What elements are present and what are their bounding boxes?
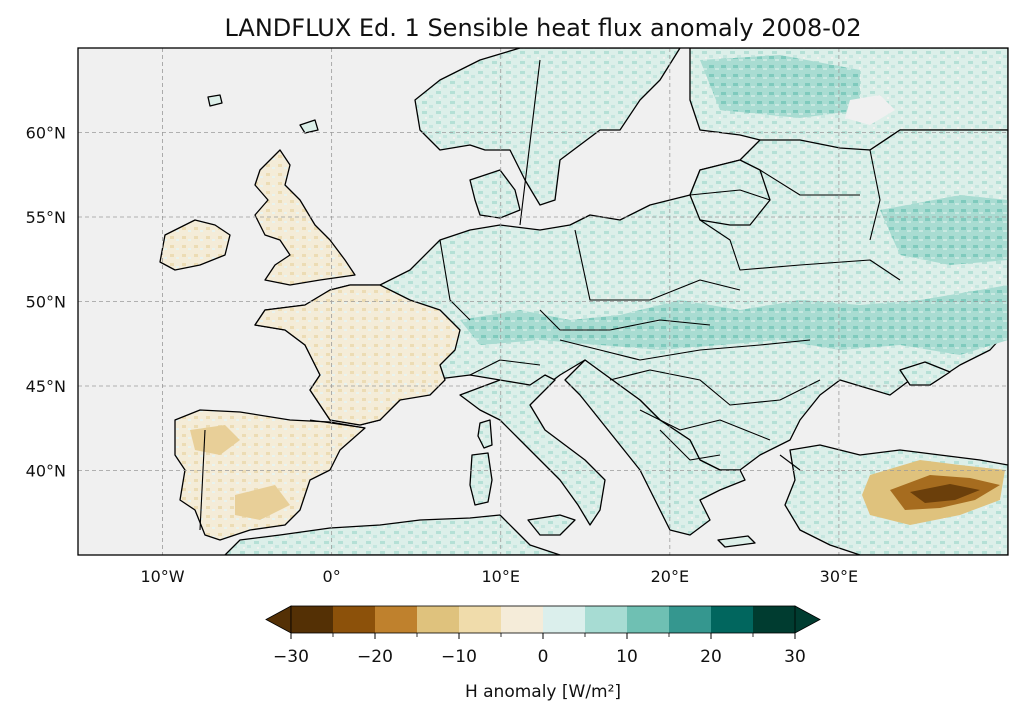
ireland: [159, 219, 231, 271]
longitude-tick-labels: 10°W 0° 10°E 20°E 30°E: [140, 567, 858, 586]
lon-tick-label: 10°E: [481, 567, 519, 586]
faroe: [207, 94, 223, 107]
colorbar-tick-label: −10: [441, 647, 477, 667]
anomaly-iberia-south: [235, 485, 290, 520]
orkney: [299, 119, 319, 134]
anomaly-patch-north: [700, 55, 860, 118]
anomaly-iberia: [190, 425, 240, 455]
latitude-tick-labels: 40°N 45°N 50°N 55°N 60°N: [26, 124, 66, 481]
gridlines: [78, 48, 1008, 555]
lat-tick-label: 45°N: [26, 377, 66, 396]
colorbar-tick-label: −30: [273, 647, 309, 667]
lat-tick-label: 55°N: [26, 208, 66, 227]
denmark: [469, 169, 521, 219]
scandinavia: [414, 48, 681, 206]
colorbar-tick-label: 0: [538, 647, 549, 667]
colorbar-tick-label: 10: [616, 647, 638, 667]
sardinia: [469, 452, 493, 506]
colorbar-segment: [417, 606, 460, 633]
lon-tick-label: 20°E: [651, 567, 689, 586]
lat-tick-label: 50°N: [26, 293, 66, 312]
corsica: [477, 419, 493, 449]
colorbar-tick-label: 20: [700, 647, 722, 667]
lat-tick-label: 60°N: [26, 124, 66, 143]
colorbar-segment: [585, 606, 628, 633]
colorbar-segment: [333, 606, 376, 633]
colorbar-segment: [291, 606, 334, 633]
france: [254, 284, 461, 426]
colorbar-segment: [627, 606, 670, 633]
lon-tick-label: 0°: [323, 567, 341, 586]
italy: [459, 374, 606, 526]
map-panel: 10°W 0° 10°E 20°E 30°E 40°N 45°N 50°N 55°N 60°N: [26, 47, 1009, 586]
crimea: [899, 361, 951, 386]
great-britain: [254, 149, 356, 286]
land-layer: [159, 48, 1008, 555]
colorbar-segment: [543, 606, 586, 633]
balkans: [564, 359, 746, 536]
colorbar-segment: [711, 606, 754, 633]
colorbar-label: H anomaly [W/m²]: [465, 682, 621, 702]
anomaly-anatolia-core: [910, 484, 980, 503]
lat-tick-label: 40°N: [26, 462, 66, 481]
colorbar: −30 −20 −10 0 10 20 30: [265, 605, 821, 667]
lon-tick-label: 10°W: [140, 567, 184, 586]
colorbar-segment: [375, 606, 418, 633]
anomaly-band-central: [460, 285, 1008, 355]
north-africa: [224, 514, 561, 555]
colorbar-extend-max: [794, 605, 821, 634]
map-title: LANDFLUX Ed. 1 Sensible heat flux anomal…: [225, 14, 862, 42]
colorbar-segment: [501, 606, 544, 633]
sicily: [527, 514, 576, 536]
country-borders: [199, 59, 901, 531]
colorbar-tick-label: 30: [784, 647, 806, 667]
anomaly-patch-east: [880, 195, 1008, 265]
lon-tick-label: 30°E: [820, 567, 858, 586]
colorbar-segment: [753, 606, 796, 633]
map-frame: [77, 47, 1009, 556]
colorbar-extend-min: [265, 605, 292, 634]
baltic-states: [689, 159, 771, 226]
crete: [717, 535, 756, 548]
colorbar-tick-label: −20: [357, 647, 393, 667]
lake-gap: [845, 95, 895, 125]
colorbar-segment: [669, 606, 712, 633]
colorbar-segment: [459, 606, 502, 633]
